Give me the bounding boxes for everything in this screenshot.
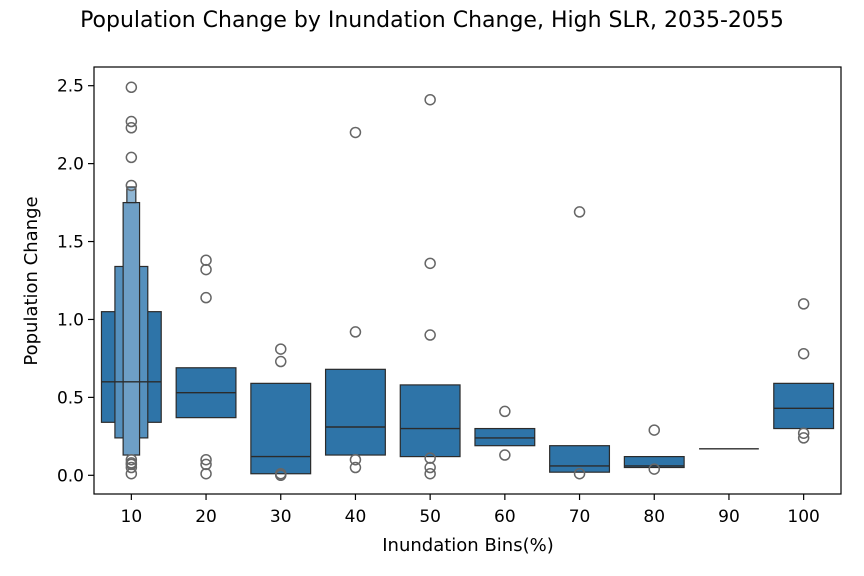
outlier-point (797, 298, 810, 310)
y-axis-label: Population Change (21, 196, 42, 365)
outlier-point (424, 461, 436, 474)
y-tick-label: 0.5 (57, 388, 84, 408)
outlier-point (797, 347, 810, 360)
x-tick-label: 100 (787, 507, 819, 527)
outlier-point (125, 115, 138, 128)
outlier-point (125, 453, 138, 466)
outlier-point (797, 427, 810, 439)
x-axis-label: Inundation Bins(%) (382, 535, 553, 556)
outlier-point (125, 179, 138, 192)
x-tick-label: 10 (121, 507, 143, 527)
box-level-1 (250, 382, 312, 475)
outlier-point (125, 151, 138, 164)
outliers-layer (125, 81, 810, 482)
outlier-point (797, 432, 810, 444)
outlier-point (200, 453, 212, 466)
x-tick-label: 50 (419, 507, 441, 527)
plot-frame (93, 66, 842, 495)
y-tick-label: 1.5 (57, 233, 84, 253)
outlier-point (200, 254, 212, 266)
outlier-point (499, 405, 511, 418)
x-tick-label: 90 (718, 507, 740, 527)
y-tick-label: 0.0 (57, 466, 84, 486)
outlier-point (125, 461, 138, 474)
y-tick-label: 1.0 (57, 310, 84, 330)
outlier-point (275, 343, 287, 355)
x-tick-label: 60 (494, 507, 516, 527)
outlier-point (424, 467, 436, 480)
box-level-1 (773, 382, 835, 430)
outlier-point (424, 93, 436, 106)
outlier-point (424, 329, 436, 341)
outlier-point (648, 424, 660, 436)
outlier-point (573, 206, 586, 218)
box-level-4 (126, 186, 137, 204)
box-level-1 (623, 455, 685, 469)
x-axis: 10 20 30 40 50 60 70 80 90 100 (121, 494, 820, 527)
outlier-point (648, 463, 660, 475)
x-tick-label: 30 (270, 507, 292, 527)
box-level-1 (549, 445, 611, 473)
outlier-point (349, 453, 362, 466)
outlier-point (200, 263, 212, 276)
outlier-point (200, 467, 212, 480)
outlier-point (125, 467, 138, 480)
y-axis: 0.0 0.5 1.0 1.5 2.0 2.5 (57, 77, 94, 486)
chart-title: Population Change by Inundation Change, … (80, 8, 784, 33)
y-tick-label: 2.0 (57, 155, 84, 175)
outlier-point (200, 291, 212, 304)
y-tick-label: 2.5 (57, 77, 84, 97)
box-level-1 (324, 368, 386, 456)
x-tick-label: 20 (195, 507, 217, 527)
x-tick-label: 80 (643, 507, 665, 527)
outlier-point (499, 449, 511, 461)
x-tick-label: 40 (345, 507, 367, 527)
box-level-1 (399, 384, 461, 458)
outlier-point (125, 81, 138, 94)
outlier-point (573, 467, 586, 480)
box-level-1 (474, 427, 536, 447)
x-tick-label: 70 (569, 507, 591, 527)
outlier-point (424, 257, 436, 270)
outlier-point (275, 355, 287, 368)
boxes-layer (100, 186, 835, 475)
outlier-point (125, 122, 138, 134)
outlier-point (275, 469, 287, 482)
outlier-point (349, 461, 362, 474)
outlier-point (349, 126, 362, 139)
box-level-3 (122, 201, 141, 456)
outlier-point (349, 326, 362, 338)
